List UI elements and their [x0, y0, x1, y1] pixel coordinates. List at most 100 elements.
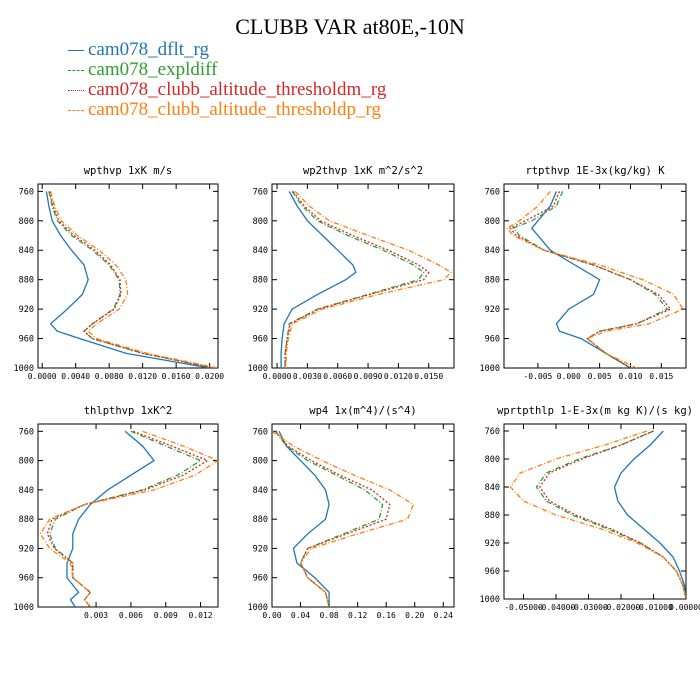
series-line	[613, 430, 686, 599]
y-tick-label: 1000	[248, 603, 268, 613]
plot-frame	[37, 183, 219, 369]
series-line	[49, 191, 218, 368]
x-tick-label: 0.00000	[669, 603, 700, 612]
y-tick-label: 840	[19, 486, 34, 496]
y-tick-label: 760	[485, 427, 500, 437]
y-tick-label: 840	[253, 246, 268, 256]
x-tick-label: 0.0120	[128, 372, 157, 381]
series-line	[272, 430, 415, 607]
legend-label: cam078_clubb_altitude_thresholdp_rg	[88, 99, 382, 120]
legend-label: cam078_clubb_altitude_thresholdm_rg	[88, 79, 387, 100]
x-tick-label: 0.00	[262, 611, 281, 620]
y-tick-label: 920	[485, 305, 500, 315]
series-line	[48, 430, 203, 607]
chart-panel: rtpthvp 1E-3x(kg/kg) K 760 800 840 880 920 960…	[480, 165, 687, 381]
series-line	[275, 430, 391, 607]
series-line	[49, 191, 214, 368]
panel-title: wpthvp 1xK m/s	[84, 165, 173, 177]
legend-swatch	[68, 110, 84, 111]
y-tick-label: 760	[19, 187, 34, 197]
x-tick-label: 0.12	[348, 611, 367, 620]
y-tick-label: 800	[253, 457, 268, 467]
x-tick-label: 0.04	[291, 611, 310, 620]
y-tick-label: 840	[19, 246, 34, 256]
panel-title: thlpthvp 1xK^2	[84, 405, 173, 417]
series-line	[48, 191, 214, 368]
y-tick-label: 840	[253, 486, 268, 496]
series-line	[539, 430, 686, 599]
x-tick-label: 0.015	[649, 372, 673, 381]
y-tick-label: 960	[19, 335, 34, 345]
x-tick-label: -0.01000	[634, 603, 673, 612]
y-tick-label: 920	[19, 305, 34, 315]
plot-frame	[37, 423, 219, 608]
y-tick-label: 960	[485, 567, 500, 577]
y-tick-label: 880	[19, 515, 34, 525]
x-tick-label: 0.0200	[195, 372, 224, 381]
y-tick-label: 840	[485, 246, 500, 256]
y-tick-label: 880	[485, 511, 500, 521]
series-line	[509, 191, 672, 368]
plot-frame	[503, 183, 687, 369]
x-tick-label: 0.000	[557, 372, 581, 381]
panel-title: rtpthvp 1E-3x(kg/kg) K	[525, 165, 665, 177]
x-tick-label: 0.0150	[414, 372, 443, 381]
legend-swatch	[68, 70, 84, 71]
y-tick-label: 920	[19, 544, 34, 554]
x-tick-label: 0.0160	[162, 372, 191, 381]
y-tick-label: 800	[253, 217, 268, 227]
panel-title: wprtpthlp 1-E-3x(m kg K)/(s kg)	[497, 405, 693, 417]
legend-label: cam078_dflt_rg	[88, 39, 210, 60]
x-tick-label: 0.24	[434, 611, 453, 620]
legend-swatch	[68, 90, 84, 91]
y-tick-label: 920	[253, 544, 268, 554]
y-tick-label: 1000	[480, 364, 500, 374]
x-tick-label: 0.005	[588, 372, 612, 381]
x-tick-label: 0.0000	[28, 372, 57, 381]
series-line	[46, 430, 209, 607]
y-tick-label: 1000	[14, 603, 34, 613]
x-tick-label: 0.0060	[323, 372, 352, 381]
series-line	[278, 431, 330, 607]
y-tick-label: 880	[253, 515, 268, 525]
panel-title: wp2thvp 1xK m^2/s^2	[303, 165, 423, 177]
x-tick-label: 0.0090	[354, 372, 383, 381]
y-tick-label: 1000	[14, 364, 34, 374]
chart-panel: wprtpthlp 1-E-3x(m kg K)/(s kg) 760 800 840…	[480, 405, 700, 612]
series-line	[66, 430, 156, 607]
series-line	[535, 430, 686, 599]
series-line	[275, 430, 384, 607]
x-tick-label: -0.03000	[569, 603, 608, 612]
y-tick-label: 760	[485, 187, 500, 197]
chart-panel: wp4 1x(m^4)/(s^4)76080084088092096010000…	[248, 405, 455, 620]
panel-title: wp4 1x(m^4)/(s^4)	[309, 405, 416, 417]
y-tick-label: 960	[485, 335, 500, 345]
series-line	[284, 191, 425, 368]
x-tick-label: 0.0030	[293, 372, 322, 381]
x-tick-label: -0.02000	[602, 603, 641, 612]
y-tick-label: 800	[19, 217, 34, 227]
series-line	[45, 191, 210, 368]
y-tick-label: 960	[19, 574, 34, 584]
plot-frame	[271, 423, 455, 608]
chart-panel: wp2thvp 1xK m^2/s^2 760 800 840 880 920 960 100…	[248, 165, 455, 381]
x-tick-label: 0.0040	[61, 372, 90, 381]
x-tick-label: 0.009	[154, 611, 178, 620]
y-tick-label: 840	[485, 483, 500, 493]
x-tick-label: 0.003	[84, 611, 108, 620]
y-tick-label: 800	[19, 457, 34, 467]
x-tick-label: -0.005	[523, 372, 552, 381]
y-tick-label: 760	[253, 427, 268, 437]
series-line	[509, 430, 686, 599]
series-line	[284, 191, 430, 368]
y-tick-label: 880	[253, 276, 268, 286]
x-tick-label: 0.20	[405, 611, 424, 620]
x-tick-label: 0.16	[377, 611, 396, 620]
y-tick-label: 920	[253, 305, 268, 315]
series-line	[530, 191, 631, 368]
y-tick-label: 960	[253, 574, 268, 584]
y-tick-label: 760	[19, 427, 34, 437]
series-line	[39, 430, 218, 607]
x-tick-label: -0.04000	[537, 603, 576, 612]
